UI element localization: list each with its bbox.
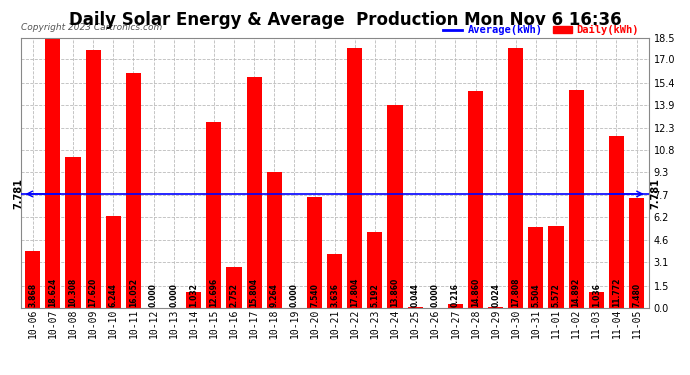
Bar xyxy=(529,227,544,308)
Text: 9.264: 9.264 xyxy=(270,283,279,307)
Text: 5.192: 5.192 xyxy=(371,283,380,307)
Bar xyxy=(609,136,624,308)
Bar xyxy=(246,77,262,308)
Bar xyxy=(206,122,221,308)
Bar xyxy=(307,198,322,308)
Bar xyxy=(86,50,101,308)
Bar xyxy=(629,198,644,308)
Text: 6.244: 6.244 xyxy=(109,283,118,307)
Bar xyxy=(186,292,201,308)
Bar xyxy=(106,216,121,308)
Text: 3.636: 3.636 xyxy=(330,283,339,307)
Text: 0.024: 0.024 xyxy=(491,283,500,307)
Text: 1.036: 1.036 xyxy=(592,283,601,307)
Bar xyxy=(347,48,362,308)
Text: 3.868: 3.868 xyxy=(28,283,37,307)
Bar xyxy=(388,105,402,308)
Bar xyxy=(408,307,423,308)
Text: 7.540: 7.540 xyxy=(310,283,319,307)
Text: 13.860: 13.860 xyxy=(391,278,400,307)
Bar xyxy=(589,292,604,308)
Text: 5.572: 5.572 xyxy=(551,283,560,307)
Text: 0.000: 0.000 xyxy=(431,283,440,307)
Bar xyxy=(549,226,564,308)
Text: 18.624: 18.624 xyxy=(48,278,57,307)
Text: 0.000: 0.000 xyxy=(149,283,158,307)
Text: 0.000: 0.000 xyxy=(169,283,178,307)
Bar xyxy=(26,251,40,308)
Bar xyxy=(367,232,382,308)
Text: 1.032: 1.032 xyxy=(189,283,198,307)
Legend: Average(kWh), Daily(kWh): Average(kWh), Daily(kWh) xyxy=(440,21,643,39)
Text: 16.052: 16.052 xyxy=(129,278,138,307)
Text: 12.696: 12.696 xyxy=(209,278,219,307)
Text: 17.808: 17.808 xyxy=(511,277,520,307)
Bar xyxy=(226,267,242,308)
Text: 14.892: 14.892 xyxy=(571,278,581,307)
Bar xyxy=(327,254,342,308)
Text: Daily Solar Energy & Average  Production Mon Nov 6 16:36: Daily Solar Energy & Average Production … xyxy=(69,11,621,29)
Text: 14.860: 14.860 xyxy=(471,278,480,307)
Text: Copyright 2023 Cartronics.com: Copyright 2023 Cartronics.com xyxy=(21,23,162,32)
Bar xyxy=(448,304,463,307)
Text: 10.308: 10.308 xyxy=(68,278,77,307)
Text: 17.804: 17.804 xyxy=(351,278,359,307)
Bar xyxy=(66,157,81,308)
Bar xyxy=(126,73,141,308)
Bar xyxy=(509,48,523,308)
Text: 7.781: 7.781 xyxy=(651,178,660,209)
Text: 17.620: 17.620 xyxy=(88,278,98,307)
Text: 0.000: 0.000 xyxy=(290,283,299,307)
Bar xyxy=(468,91,483,308)
Text: 0.216: 0.216 xyxy=(451,283,460,307)
Text: 7.781: 7.781 xyxy=(14,178,23,209)
Bar xyxy=(46,36,61,308)
Bar xyxy=(267,172,282,308)
Text: 11.772: 11.772 xyxy=(612,278,621,307)
Text: 0.044: 0.044 xyxy=(411,283,420,307)
Text: 2.752: 2.752 xyxy=(230,283,239,307)
Text: 5.504: 5.504 xyxy=(531,283,540,307)
Bar xyxy=(569,90,584,308)
Text: 7.480: 7.480 xyxy=(632,283,641,307)
Text: 15.804: 15.804 xyxy=(250,278,259,307)
